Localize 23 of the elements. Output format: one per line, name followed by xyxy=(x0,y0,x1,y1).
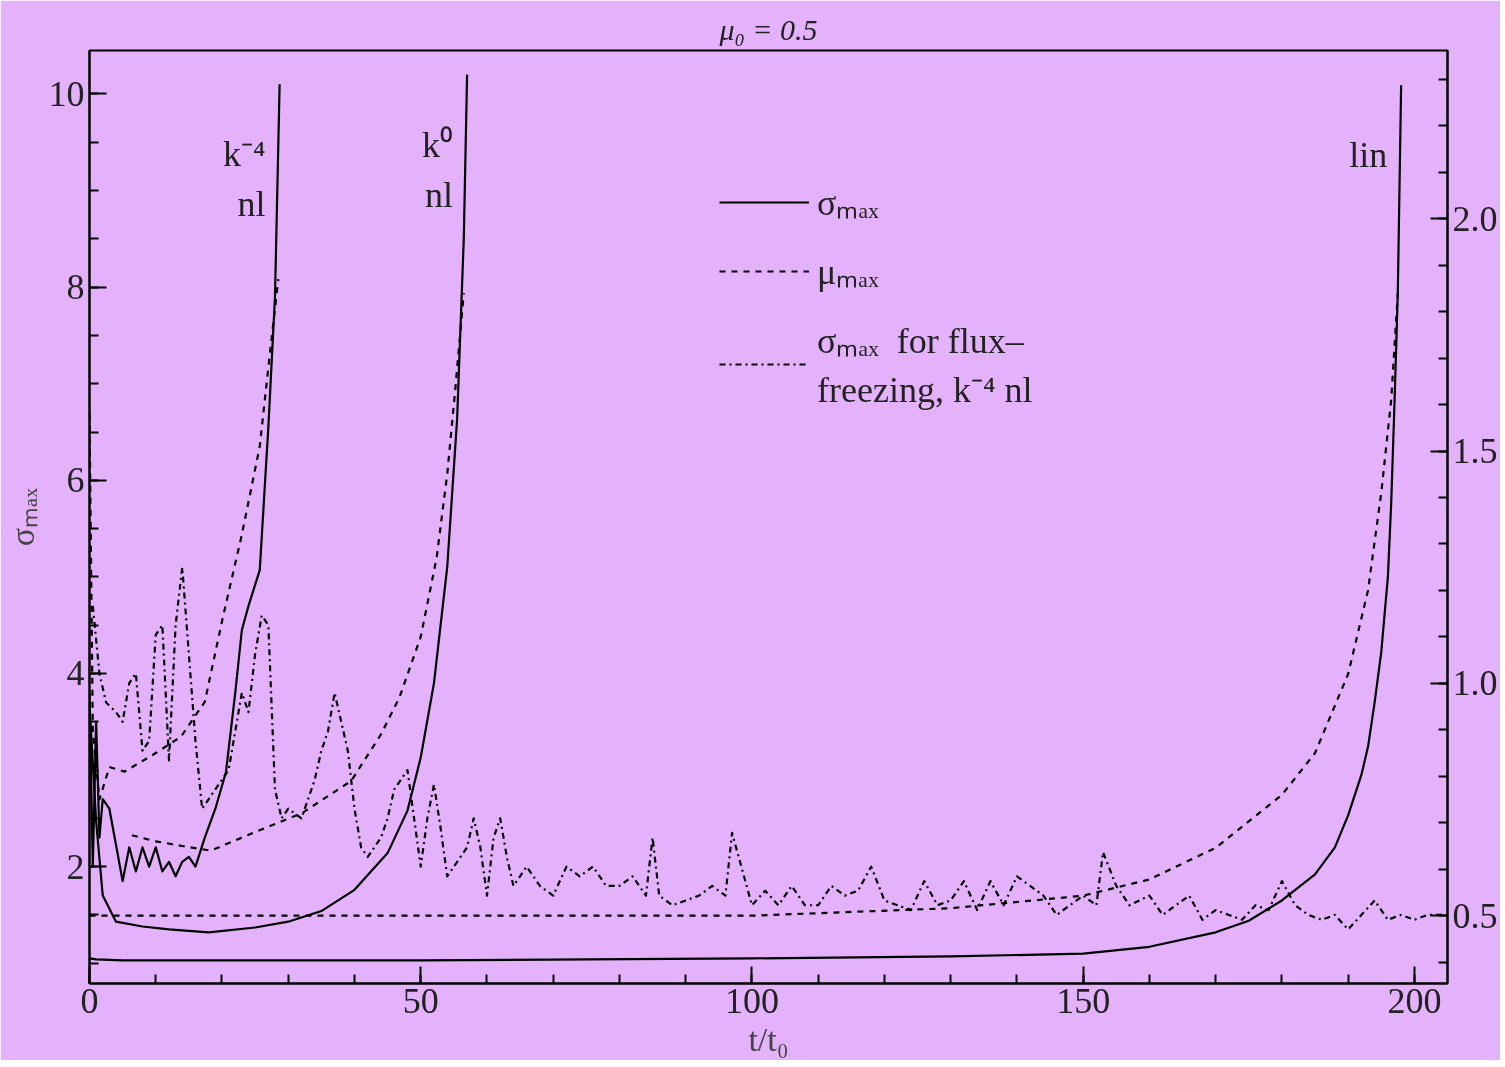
y2-tick-label: 0.5 xyxy=(1452,895,1498,936)
x-tick-label: 50 xyxy=(402,980,439,1021)
y-tick-label: 8 xyxy=(66,267,85,308)
legend-label: σₘₐₓ xyxy=(817,182,879,225)
y2-tick-label: 1.0 xyxy=(1452,663,1498,704)
y-tick-label: 6 xyxy=(66,460,85,501)
chart-title: μ₀ = 0.5 xyxy=(718,12,818,46)
x-tick-label: 150 xyxy=(1056,980,1111,1021)
x-tick-label: 0 xyxy=(80,980,99,1021)
y-tick-label: 2 xyxy=(66,846,85,887)
y-tick-label: 4 xyxy=(66,653,85,694)
y-axis-title: σₘₐₓ xyxy=(3,487,41,547)
legend-label: σₘₐₓ for flux– freezing, k⁻⁴ nl xyxy=(817,320,1033,412)
y2-tick-label: 1.5 xyxy=(1452,431,1498,472)
x-tick-label: 200 xyxy=(1387,980,1442,1021)
annotation: k⁰ nl xyxy=(422,124,454,215)
y-tick-label: 10 xyxy=(48,73,85,114)
legend-label: μₘₐₓ xyxy=(817,251,879,294)
annotation: lin xyxy=(1349,135,1388,176)
annotation: k⁻⁴ nl xyxy=(223,134,266,225)
x-tick-label: 100 xyxy=(724,980,779,1021)
y2-tick-label: 2.0 xyxy=(1452,198,1498,239)
x-axis-title: t/t₀ xyxy=(748,1020,789,1058)
